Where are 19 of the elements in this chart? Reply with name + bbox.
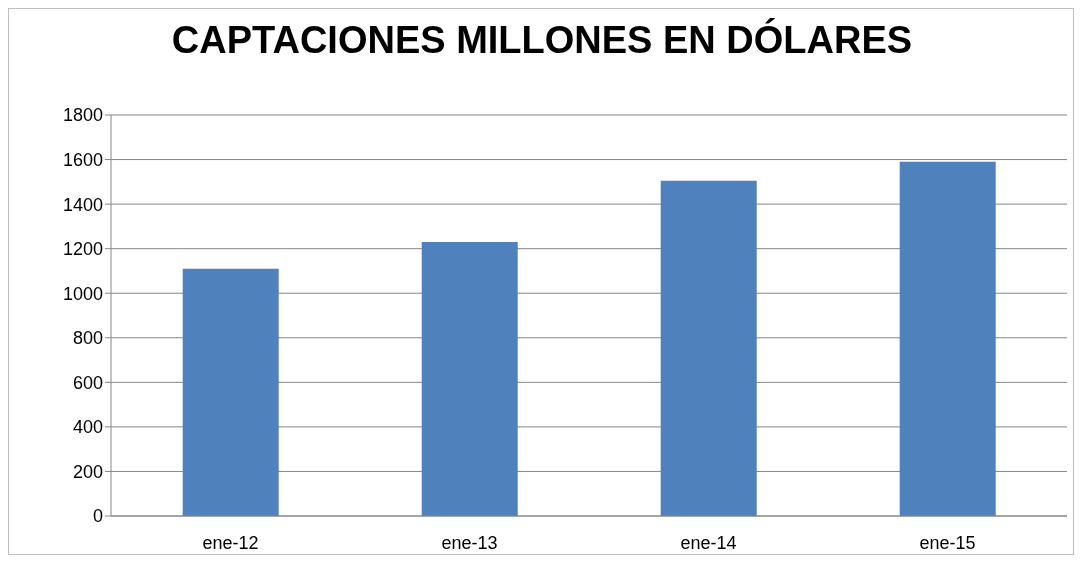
y-tick-label: 800	[72, 328, 103, 349]
y-tick-label: 400	[72, 417, 103, 438]
x-tick-label: ene-12	[202, 532, 259, 553]
y-tick-label: 0	[92, 506, 103, 527]
x-tick-label: ene-13	[441, 532, 498, 553]
x-tick-label: ene-14	[680, 532, 737, 553]
chart-title: CAPTACIONES MILLONES EN DÓLARES	[170, 19, 914, 62]
y-tick-label: 1600	[62, 149, 103, 170]
y-tick-label: 1200	[62, 239, 103, 260]
y-tick-label: 600	[72, 372, 103, 393]
y-tick-label: 200	[72, 461, 103, 482]
bar	[421, 241, 518, 516]
bar	[182, 268, 279, 516]
y-tick-label: 1800	[62, 105, 103, 126]
bar	[660, 180, 757, 516]
y-tick-label: 1400	[62, 194, 103, 215]
y-tick-label: 1000	[62, 283, 103, 304]
bar	[899, 161, 996, 516]
x-tick-label: ene-15	[919, 532, 976, 553]
